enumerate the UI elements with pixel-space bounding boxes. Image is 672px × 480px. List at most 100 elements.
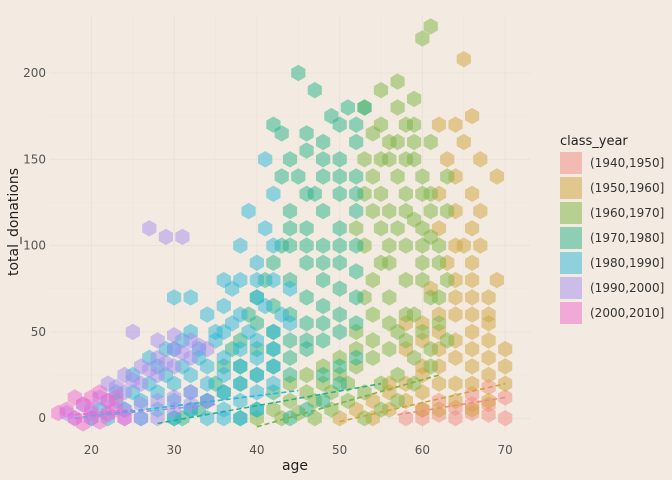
hex-bin: [249, 271, 264, 289]
hex-bin: [216, 384, 231, 401]
x-tick-label: 60: [415, 443, 430, 457]
hex-bin: [382, 237, 397, 254]
hex-bin: [465, 185, 480, 202]
hex-bin: [133, 396, 149, 413]
hex-bin: [200, 306, 215, 323]
hex-bin: [142, 361, 157, 379]
hex-bin: [241, 202, 256, 220]
hex-bin: [415, 323, 430, 341]
hex-bin: [448, 289, 463, 306]
hex-bin: [498, 375, 513, 392]
hex-bin: [266, 237, 281, 254]
legend-key: [560, 277, 582, 299]
hex-bin: [266, 254, 281, 271]
legend-label: (1950,1960]: [590, 181, 664, 195]
hex-bin: [373, 185, 389, 202]
hex-bin: [307, 82, 322, 99]
hex-bin: [291, 64, 306, 82]
hex-bin: [431, 254, 447, 271]
hex-bin: [498, 358, 513, 375]
hex-bin: [291, 168, 306, 185]
hex-bin: [332, 280, 347, 297]
hex-bin: [258, 220, 273, 237]
hex-bin: [489, 168, 504, 185]
hex-bin: [456, 237, 471, 254]
hex-bin: [481, 366, 496, 384]
hex-bin: [349, 349, 364, 366]
hex-bin: [365, 349, 380, 366]
hex-bin: [282, 366, 298, 384]
hex-bin: [349, 168, 364, 185]
hex-bin: [465, 107, 480, 125]
hex-bin: [282, 151, 298, 168]
hex-bin: [216, 297, 231, 315]
x-axis-title: age: [282, 458, 308, 474]
hex-bin: [398, 306, 413, 323]
hex-bin: [365, 202, 380, 220]
hex-bin: [423, 358, 438, 375]
x-tick-label: 50: [332, 443, 347, 457]
hex-bin: [332, 306, 347, 323]
hex-bin: [316, 297, 331, 315]
hex-bin: [373, 82, 389, 99]
hex-bin: [282, 315, 298, 332]
hex-bin: [249, 254, 264, 271]
hex-bin: [481, 315, 496, 332]
hex-bin: [448, 410, 463, 427]
hex-bin: [390, 168, 405, 185]
legend-key: [560, 227, 582, 249]
hex-bin: [76, 415, 91, 432]
hex-bin: [465, 340, 480, 358]
hex-bin: [440, 332, 455, 349]
hex-bin: [266, 271, 281, 289]
hex-bin: [167, 327, 182, 344]
hex-bin: [191, 337, 207, 354]
hex-bin: [316, 366, 331, 384]
hex-bin: [109, 389, 124, 406]
hex-bin: [233, 271, 248, 289]
hex-bin: [440, 168, 455, 185]
hex-bin: [431, 289, 447, 306]
hex-bin: [233, 340, 248, 358]
hex-bin: [431, 401, 447, 418]
hex-bin: [481, 406, 496, 423]
hex-bin: [282, 349, 298, 366]
hex-bin: [448, 116, 463, 133]
hex-series: [51, 384, 132, 432]
y-tick-label: 50: [31, 325, 46, 339]
hex-bin: [324, 107, 339, 125]
hex-bin: [398, 410, 413, 427]
y-tick-label: 0: [38, 411, 46, 425]
hex-bin: [299, 332, 314, 349]
hex-bin: [349, 315, 364, 332]
hex-bin: [249, 366, 264, 384]
trend-line: [74, 389, 299, 419]
hex-bin: [299, 315, 314, 332]
hex-bin: [431, 375, 447, 392]
hex-bin: [316, 133, 331, 151]
hex-bin: [440, 202, 455, 220]
legend-key: [560, 177, 582, 199]
hex-bin: [465, 289, 480, 306]
hex-bin: [332, 168, 347, 185]
hex-bin: [316, 271, 331, 289]
hex-bin: [142, 220, 157, 237]
hex-bin: [349, 289, 364, 306]
hex-bin: [274, 168, 289, 185]
hex-bin: [382, 151, 397, 168]
hex-bin: [349, 202, 364, 220]
hex-bin: [167, 289, 182, 306]
legend-label: (1960,1970]: [590, 206, 664, 220]
hex-bin: [431, 116, 447, 133]
hex-bin: [316, 254, 331, 271]
hex-bin: [440, 151, 455, 168]
hex-bin: [316, 151, 331, 168]
hex-bin: [216, 366, 231, 384]
hex-bin: [357, 151, 372, 168]
hex-bin: [473, 202, 488, 220]
hex-bin: [465, 306, 480, 323]
hex-bin: [465, 401, 480, 418]
hex-bin: [473, 237, 488, 254]
hex-bin: [498, 340, 513, 358]
